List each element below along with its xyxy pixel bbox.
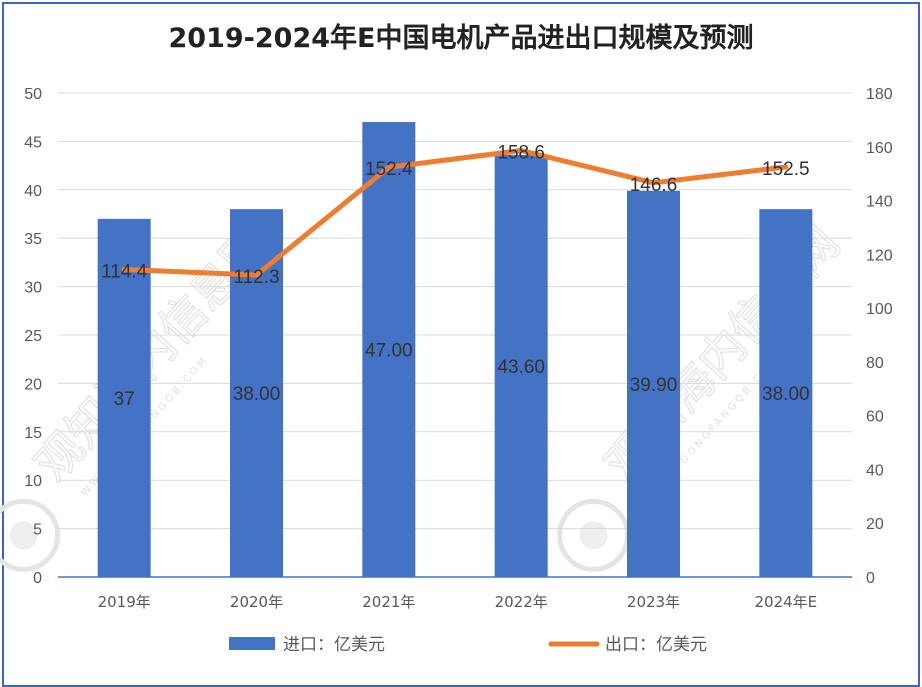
watermark-logo-center	[9, 521, 38, 550]
x-tick-label: 2022年	[495, 593, 548, 611]
export-point-value-label: 112.3	[233, 267, 279, 288]
export-point-value-label: 114.4	[101, 261, 148, 282]
y-left-tick-label: 30	[24, 280, 42, 297]
x-tick-label: 2021年	[362, 593, 415, 611]
import-bar	[97, 218, 151, 577]
y-right-tick-label: 40	[866, 462, 884, 479]
x-tick-label: 2023年	[627, 593, 680, 611]
y-right-tick-label: 120	[866, 247, 893, 264]
gridlines	[58, 92, 852, 530]
import-bar-value-label: 38.00	[762, 384, 810, 405]
import-bar	[627, 190, 680, 577]
y-left-tick-label: 0	[33, 570, 42, 587]
legend: 进口：亿美元 出口：亿美元	[229, 635, 707, 655]
y-right-tick-label: 180	[866, 86, 893, 103]
axes: 0 5 10 15 20 25 30 35 40 45 50 0 20 40 60 80 100 120 140 16…	[24, 86, 893, 611]
y-right-tick-label: 160	[866, 140, 893, 157]
y-left-tick-label: 35	[24, 231, 42, 248]
export-point-value-label: 158.6	[497, 143, 545, 164]
y-right-tick-label: 140	[866, 194, 893, 211]
import-bars	[97, 122, 813, 577]
y-right-tick-label: 20	[866, 516, 884, 533]
y-left-tick-label: 25	[24, 328, 42, 345]
y-left-tick-label: 45	[24, 134, 42, 151]
import-bar	[362, 122, 416, 577]
import-bar-value-label: 38.00	[233, 384, 281, 405]
y-left-tick-label: 15	[24, 425, 42, 442]
y-left-tick-label: 20	[24, 376, 42, 393]
export-line-path	[121, 148, 789, 278]
watermark-logo-icon	[557, 498, 631, 572]
y-left-tick-label: 40	[24, 183, 42, 200]
x-tick-label: 2024年E	[755, 593, 818, 611]
legend-label-import: 进口：亿美元	[283, 635, 385, 655]
chart-title: 2019-2024年E中国电机产品进出口规模及预测	[168, 23, 754, 54]
export-line	[121, 148, 789, 278]
import-bar-value-label: 43.60	[497, 357, 545, 378]
import-bar	[759, 209, 813, 577]
watermark-logo-center	[579, 521, 608, 550]
y-left-tick-label: 5	[33, 522, 42, 539]
y-right-tick-label: 0	[866, 570, 875, 587]
y-right-tick-label: 80	[866, 355, 884, 372]
export-point-value-label: 152.4	[365, 159, 413, 180]
y-right-tick-label: 100	[866, 301, 893, 318]
x-tick-label: 2019年	[98, 593, 151, 611]
watermark-logo-icon	[0, 498, 61, 572]
legend-label-export: 出口：亿美元	[605, 635, 707, 655]
export-point-value-label: 146.6	[630, 175, 678, 196]
y-left-tick-label: 50	[24, 86, 42, 103]
y-right-tick-label: 60	[866, 409, 884, 426]
export-point-value-label: 152.5	[762, 159, 810, 180]
x-tick-label: 2020年	[230, 593, 283, 611]
data-labels: 37 38.00 47.00 43.60 39.90 38.00 114.4 112.3 152…	[101, 143, 810, 410]
import-bar	[494, 154, 548, 577]
y-left-tick-label: 10	[24, 473, 42, 490]
legend-swatch-import	[229, 637, 275, 650]
import-bar-value-label: 39.90	[630, 375, 678, 396]
import-bar-value-label: 37	[114, 389, 135, 410]
import-bar	[230, 209, 283, 577]
import-bar-value-label: 47.00	[365, 341, 413, 362]
